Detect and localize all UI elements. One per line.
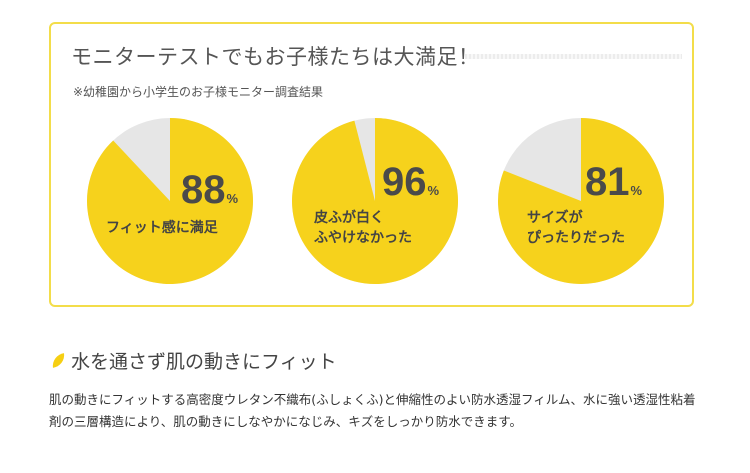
pie-chart-fit: 88% フィット感に満足 — [87, 118, 253, 284]
pie-svg — [292, 118, 458, 284]
section-heading-text: 水を通さず肌の動きにフィット — [71, 351, 337, 373]
pie-caption-line: ぴったりだった — [527, 230, 625, 246]
pie-caption-line: サイズが — [527, 210, 583, 226]
leaf-icon — [51, 353, 66, 368]
monitor-result-box: モニターテストでもお子様たちは大満足！ ※幼稚園から小学生のお子様モニター調査結… — [49, 22, 694, 307]
pie-value-slice — [498, 118, 664, 284]
pie-caption-line: ふやけなかった — [314, 230, 412, 246]
pie-value-slice — [87, 118, 253, 284]
section-heading: 水を通さず肌の動きにフィット — [51, 347, 337, 374]
pie-percent: 96% — [382, 162, 439, 202]
pie-chart-skin: 96% 皮ふが白く ふやけなかった — [292, 118, 458, 284]
pie-value: 96 — [382, 160, 427, 204]
pie-caption: フィット感に満足 — [106, 218, 218, 238]
pie-svg — [87, 118, 253, 284]
pie-percent: 88% — [181, 170, 238, 210]
pie-unit: % — [427, 183, 440, 198]
pie-chart-size: 81% サイズが ぴったりだった — [498, 118, 664, 284]
pie-caption-line: フィット感に満足 — [106, 220, 218, 236]
pie-caption-line: 皮ふが白く — [314, 210, 384, 226]
pie-value-slice — [292, 118, 458, 284]
pie-unit: % — [226, 191, 239, 206]
pie-value: 88 — [181, 168, 226, 212]
pie-value: 81 — [585, 160, 630, 204]
section-body-text: 肌の動きにフィットする高密度ウレタン不織布(ふしょくふ)と伸縮性のよい防水透湿フ… — [49, 392, 696, 429]
box-title: モニターテストでもお子様たちは大満足！ — [71, 45, 480, 69]
survey-note: ※幼稚園から小学生のお子様モニター調査結果 — [73, 85, 324, 99]
pie-svg — [498, 118, 664, 284]
pie-caption: サイズが ぴったりだった — [527, 208, 625, 248]
pie-percent: 81% — [585, 162, 642, 202]
title-divider — [465, 54, 682, 59]
pie-caption: 皮ふが白く ふやけなかった — [314, 208, 412, 248]
pie-unit: % — [630, 183, 643, 198]
